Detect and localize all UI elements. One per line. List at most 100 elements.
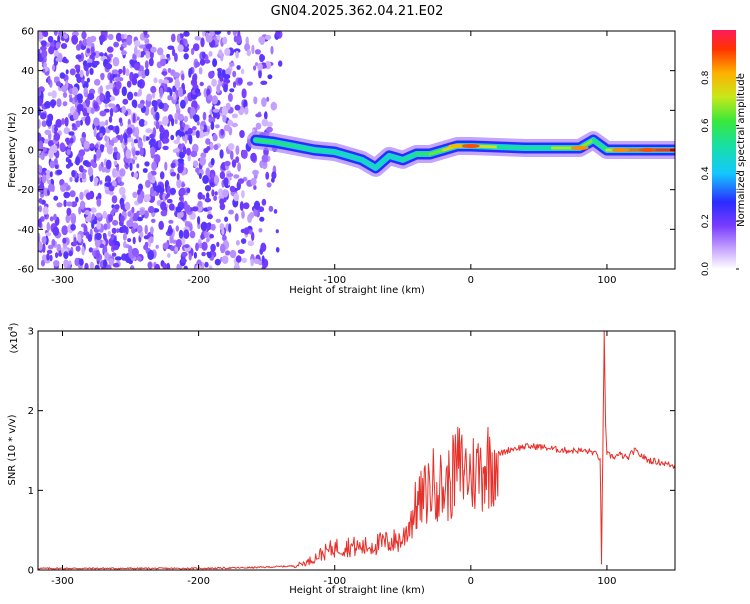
spectrogram-noise-cell	[69, 68, 76, 76]
spectrogram-noise-cell	[121, 33, 125, 40]
spectrogram-noise-cell	[158, 187, 165, 194]
spectrogram-noise-cell	[169, 88, 173, 97]
spectrogram-noise-cell	[42, 243, 46, 253]
spectrogram-noise-cell	[104, 182, 111, 188]
spectrogram-noise-cell	[63, 259, 69, 269]
spectrogram-noise-cell	[74, 257, 80, 267]
spectrogram-noise-cell	[122, 233, 127, 241]
spectrogram-noise-cell	[119, 134, 124, 144]
spectrogram-noise-cell	[70, 223, 76, 231]
spectrogram-noise-cell	[55, 57, 60, 62]
spectrogram-noise-cell	[85, 216, 90, 223]
spectrogram-noise-cell	[207, 252, 212, 259]
spectrogram-noise-cell	[219, 198, 225, 205]
spectrogram-noise-cell	[94, 264, 100, 269]
spectrogram-noise-cell	[172, 48, 176, 57]
spectrogram-noise-cell	[101, 166, 107, 173]
spectrogram-noise-cell	[47, 113, 54, 122]
spectrogram-noise-cell	[108, 116, 113, 123]
spectrogram-noise-cell	[109, 73, 113, 84]
spectrogram-noise-cell	[38, 132, 42, 142]
spectrogram-noise-cell	[79, 200, 86, 210]
spectrogram-noise-cell	[82, 160, 90, 166]
spectrogram-noise-cell	[190, 150, 198, 158]
spectrogram-noise-cell	[176, 135, 181, 142]
spectrogram-noise-cell	[95, 143, 99, 149]
spectrogram-ridge	[246, 131, 675, 177]
spectrogram-noise-cell	[116, 152, 121, 161]
spectrogram-noise-cell	[96, 221, 102, 230]
spectrogram-noise-cell	[230, 150, 234, 160]
spectrogram-noise-cell	[177, 44, 184, 53]
spectrogram-noise-cell	[208, 71, 215, 79]
spectrogram-noise-cell	[219, 203, 226, 211]
spectrogram-noise-cell	[261, 118, 269, 127]
spectrogram-noise-cell	[65, 201, 73, 207]
spectrogram-noise-cell	[133, 62, 141, 71]
spectrogram-noise-cell	[198, 173, 202, 179]
spectrogram-noise-cell	[132, 191, 138, 198]
spectrogram-noise-cell	[80, 137, 84, 142]
spectrogram-noise-cell	[42, 31, 49, 38]
spectrogram-noise-cell	[157, 140, 162, 148]
spectrogram-noise-cell	[78, 40, 83, 46]
spectrogram-noise-cell	[113, 146, 118, 153]
spectrogram-noise-cell	[109, 53, 113, 58]
spectrogram-noise-cell	[167, 45, 175, 50]
spectrogram-noise-cell	[147, 206, 155, 214]
spectrogram-noise-cell	[200, 233, 205, 240]
ridge-peak	[570, 146, 589, 150]
spectrogram-noise-cell	[224, 47, 231, 57]
spectrogram-noise-cell	[107, 230, 112, 237]
spectrogram-noise-cell	[145, 43, 153, 50]
spectrogram-noise-cell	[75, 120, 81, 125]
spectrogram-noise-cell	[257, 62, 263, 71]
spectrogram-noise-cell	[143, 235, 150, 240]
spectrogram-noise-cell	[38, 119, 41, 129]
spectrogram-noise-cell	[182, 46, 190, 52]
spectrogram-noise-cell	[44, 101, 51, 109]
spectrogram-noise-cell	[228, 223, 232, 233]
spectrogram-noise-cell	[74, 177, 79, 183]
spectrogram-noise-cell	[98, 164, 102, 172]
spectrogram-noise-cell	[144, 68, 150, 77]
snr-y-label: SNR (10 * v/v)	[7, 414, 18, 485]
ridge-peak	[461, 144, 480, 148]
spectrogram-noise-cell	[65, 163, 71, 169]
spectrogram-noise-cell	[162, 262, 168, 269]
spectrogram-noise-cell	[115, 32, 122, 42]
snr-y-tick-label: 1	[28, 486, 34, 497]
spectrogram-noise-cell	[219, 149, 224, 159]
ridge-segment	[374, 154, 391, 170]
spectrogram-noise-cell	[234, 104, 241, 111]
spectrogram-x-tick-label: 0	[468, 275, 474, 286]
spectrogram-noise-cell	[108, 125, 114, 131]
spectrogram-noise-cell	[174, 52, 178, 63]
spectrogram-noise-cell	[136, 163, 140, 169]
spectrogram-noise-cell	[219, 74, 224, 82]
spectrogram-noise-cell	[169, 235, 174, 244]
spectrogram-noise-cell	[189, 230, 196, 239]
spectrogram-noise-cell	[76, 93, 84, 101]
spectrogram-noise-cell	[227, 143, 235, 151]
spectrogram-noise-cell	[174, 79, 180, 89]
spectrogram-noise-cell	[87, 61, 92, 68]
spectrogram-noise-cell	[125, 68, 130, 77]
spectrogram-noise-cell	[47, 92, 52, 97]
spectrogram-noise-cell	[198, 67, 203, 75]
spectrogram-noise-cell	[90, 207, 97, 213]
ridge-segment	[387, 154, 405, 162]
spectrogram-noise-cell	[44, 169, 52, 180]
spectrogram-noise-cell	[118, 77, 124, 82]
spectrogram-noise-cell	[98, 34, 106, 43]
spectrogram-noise-cell	[81, 246, 85, 256]
spectrogram-noise-cell	[235, 156, 240, 164]
spectrogram-noise-cell	[266, 182, 272, 188]
spectrogram-noise-cell	[179, 196, 183, 201]
spectrogram-noise-cell	[235, 145, 240, 156]
spectrogram-noise-cell	[166, 262, 171, 269]
spectrogram-noise-cell	[203, 88, 208, 98]
spectrogram-noise-cell	[247, 240, 255, 247]
